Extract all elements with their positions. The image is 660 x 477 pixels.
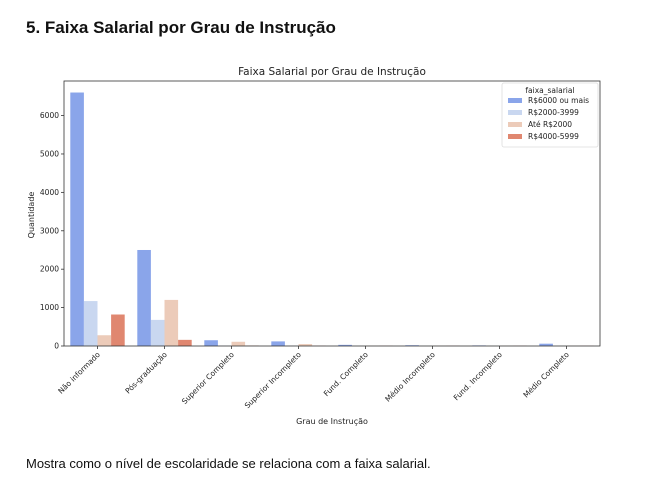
x-tick-label: Pós-graduação bbox=[123, 350, 169, 396]
y-tick-label: 5000 bbox=[40, 149, 59, 158]
section-heading: 5. Faixa Salarial por Grau de Instrução bbox=[26, 18, 336, 37]
legend-swatch bbox=[508, 122, 522, 127]
legend-box bbox=[501, 82, 599, 148]
x-tick-label: Fund. Completo bbox=[322, 350, 370, 398]
legend-swatch bbox=[508, 110, 522, 115]
y-tick-label: 6000 bbox=[40, 111, 59, 120]
legend-label: R$4000-5999 bbox=[528, 132, 579, 141]
bar bbox=[70, 92, 84, 347]
y-tick-label: 2000 bbox=[40, 265, 59, 274]
bar bbox=[111, 314, 125, 346]
x-tick-label: Fund. Incompleto bbox=[452, 350, 505, 403]
x-tick-label: Superior Incompleto bbox=[243, 350, 303, 410]
x-tick-label: Não informado bbox=[56, 350, 102, 396]
chart-description: Mostra como o nível de escolaridade se r… bbox=[26, 456, 431, 471]
bar bbox=[97, 335, 112, 346]
bar bbox=[164, 299, 179, 346]
legend-swatch bbox=[508, 134, 522, 139]
y-tick-label: 0 bbox=[54, 342, 59, 351]
bar bbox=[137, 249, 151, 346]
bar bbox=[83, 301, 98, 346]
legend-label: R$6000 ou mais bbox=[528, 96, 589, 105]
y-axis-label: Quantidade bbox=[27, 192, 36, 239]
legend-swatch bbox=[508, 98, 522, 103]
y-tick-label: 4000 bbox=[40, 188, 59, 197]
bar bbox=[338, 344, 352, 346]
bar bbox=[204, 340, 218, 346]
bar bbox=[150, 319, 165, 346]
chart-title: Faixa Salarial por Grau de Instrução bbox=[238, 66, 426, 78]
legend: faixa_salarial R$6000 ou mais R$2000-3999… bbox=[501, 82, 599, 148]
bar bbox=[539, 343, 553, 346]
bar bbox=[178, 339, 192, 346]
x-tick-label: Médio Completo bbox=[521, 350, 571, 400]
bar bbox=[271, 341, 285, 346]
legend-title: faixa_salarial bbox=[525, 86, 574, 95]
plot-frame bbox=[63, 80, 601, 347]
x-axis-label: Grau de Instrução bbox=[296, 417, 368, 426]
y-tick-label: 1000 bbox=[40, 303, 59, 312]
x-axis-ticks: Não informado Pós-graduação Superior Compl… bbox=[56, 346, 571, 410]
legend-label: Até R$2000 bbox=[528, 120, 572, 129]
y-axis-ticks: 0 1000 2000 3000 4000 5000 6000 bbox=[40, 111, 64, 351]
y-tick-label: 3000 bbox=[40, 226, 59, 235]
bars-group bbox=[70, 92, 594, 347]
legend-label: R$2000-3999 bbox=[528, 108, 579, 117]
bar bbox=[231, 341, 246, 346]
x-tick-label: Médio Incompleto bbox=[383, 350, 437, 404]
bar bbox=[298, 344, 313, 346]
x-tick-label: Superior Completo bbox=[180, 350, 236, 406]
